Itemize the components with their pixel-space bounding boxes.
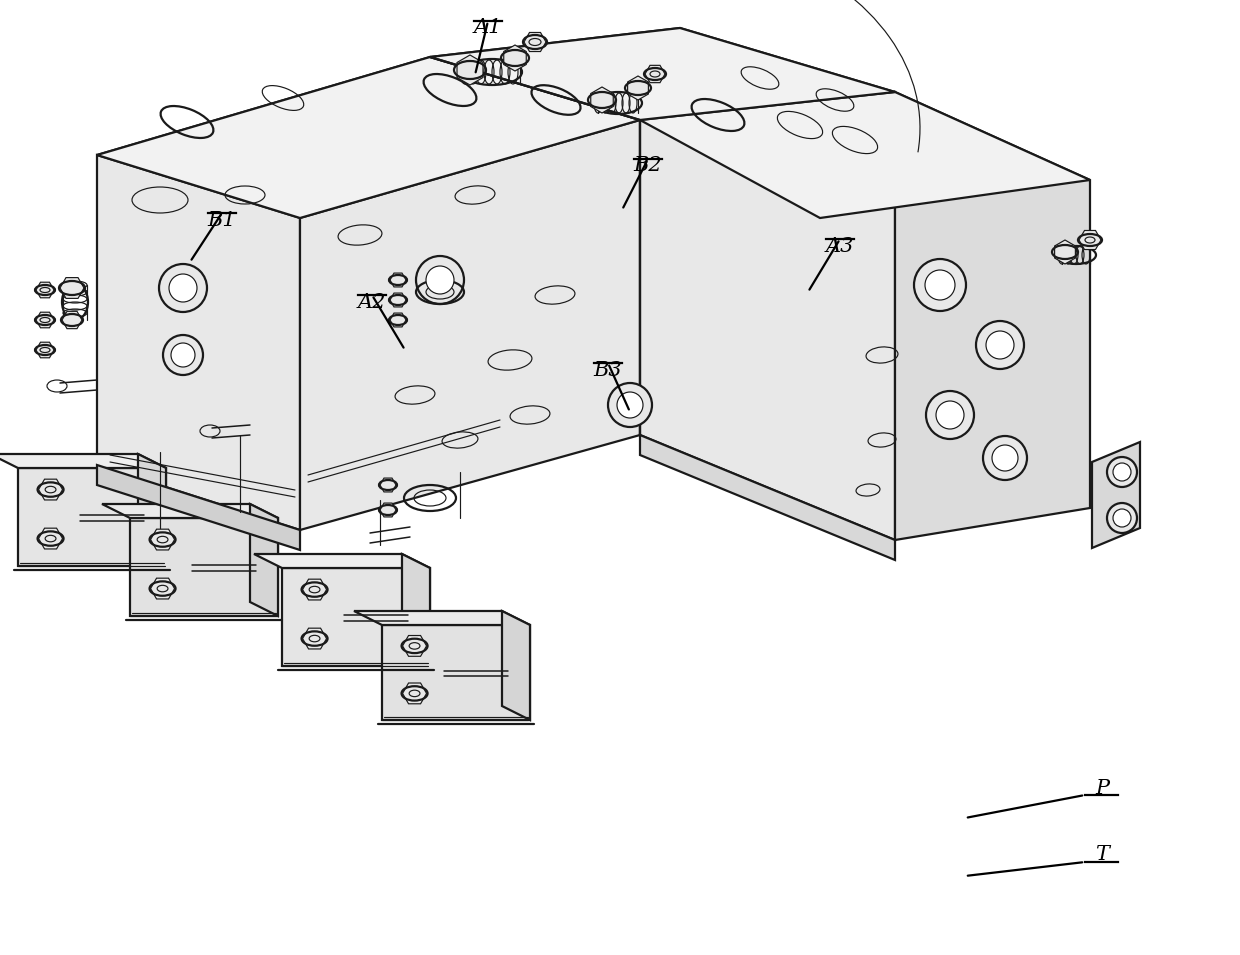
Polygon shape	[391, 273, 405, 286]
Ellipse shape	[618, 392, 644, 418]
Polygon shape	[430, 28, 895, 120]
Polygon shape	[895, 92, 1090, 540]
Text: P: P	[1095, 778, 1109, 797]
Text: B1: B1	[207, 210, 237, 229]
Polygon shape	[645, 65, 665, 83]
Ellipse shape	[983, 436, 1027, 480]
Polygon shape	[150, 529, 175, 550]
Ellipse shape	[925, 270, 955, 300]
Polygon shape	[97, 57, 640, 218]
Polygon shape	[36, 342, 55, 358]
Ellipse shape	[986, 331, 1014, 359]
Ellipse shape	[608, 383, 652, 427]
Polygon shape	[38, 528, 62, 549]
Polygon shape	[382, 625, 529, 720]
Polygon shape	[403, 635, 427, 656]
Polygon shape	[1092, 442, 1140, 548]
Polygon shape	[36, 312, 55, 328]
Ellipse shape	[914, 259, 966, 311]
Text: A2: A2	[358, 292, 386, 311]
Polygon shape	[525, 32, 546, 52]
Polygon shape	[640, 435, 895, 560]
Polygon shape	[379, 478, 396, 492]
Polygon shape	[36, 283, 55, 298]
Polygon shape	[62, 311, 82, 329]
Ellipse shape	[926, 391, 973, 439]
Polygon shape	[353, 611, 529, 625]
Polygon shape	[503, 45, 526, 71]
Ellipse shape	[1107, 503, 1137, 533]
Ellipse shape	[1114, 463, 1131, 481]
Polygon shape	[138, 454, 166, 566]
Polygon shape	[19, 468, 166, 566]
Ellipse shape	[169, 274, 197, 302]
Polygon shape	[97, 155, 300, 530]
Ellipse shape	[162, 335, 203, 375]
Ellipse shape	[936, 401, 963, 429]
Polygon shape	[254, 554, 430, 568]
Polygon shape	[250, 504, 278, 616]
Polygon shape	[38, 479, 62, 500]
Polygon shape	[430, 28, 895, 120]
Polygon shape	[590, 87, 614, 113]
Polygon shape	[0, 454, 166, 468]
Polygon shape	[102, 504, 278, 518]
Polygon shape	[640, 92, 1090, 218]
Text: A3: A3	[826, 237, 854, 256]
Text: B3: B3	[594, 360, 622, 379]
Ellipse shape	[159, 264, 207, 312]
Polygon shape	[97, 465, 300, 550]
Polygon shape	[1079, 230, 1101, 249]
Polygon shape	[1054, 240, 1075, 264]
Ellipse shape	[415, 256, 464, 304]
Polygon shape	[391, 313, 405, 327]
Polygon shape	[379, 503, 396, 517]
Polygon shape	[300, 120, 640, 530]
Polygon shape	[627, 76, 649, 100]
Polygon shape	[403, 683, 427, 704]
Polygon shape	[281, 568, 430, 666]
Polygon shape	[97, 57, 640, 218]
Polygon shape	[303, 628, 326, 649]
Ellipse shape	[171, 343, 195, 367]
Polygon shape	[502, 611, 529, 720]
Text: T: T	[1095, 845, 1109, 864]
Ellipse shape	[992, 445, 1018, 471]
Polygon shape	[60, 278, 84, 298]
Ellipse shape	[427, 266, 454, 294]
Polygon shape	[150, 578, 175, 599]
Ellipse shape	[1107, 457, 1137, 487]
Ellipse shape	[1114, 509, 1131, 527]
Text: A1: A1	[474, 18, 502, 37]
Polygon shape	[458, 55, 484, 85]
Ellipse shape	[976, 321, 1024, 369]
Polygon shape	[640, 92, 895, 540]
Polygon shape	[303, 579, 326, 600]
Polygon shape	[391, 293, 405, 307]
Text: B2: B2	[634, 157, 662, 176]
Polygon shape	[130, 518, 278, 616]
Polygon shape	[402, 554, 430, 666]
